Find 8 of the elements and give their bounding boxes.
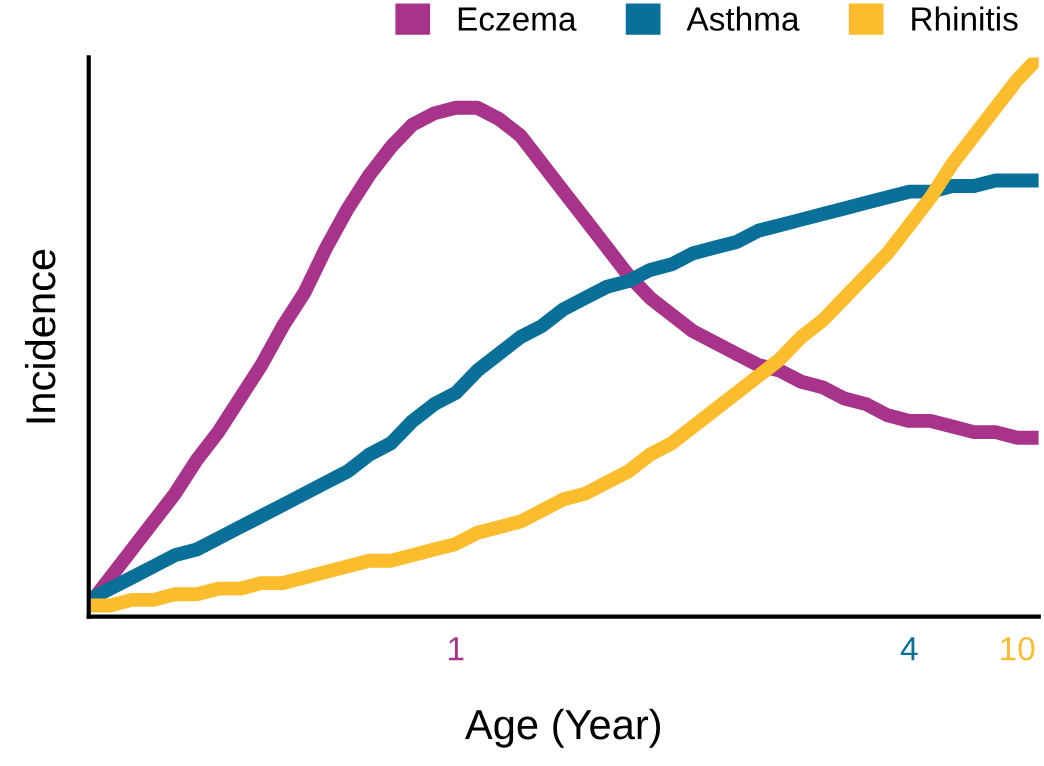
x-tick-label: 10 (1001, 636, 1035, 661)
y-axis-title: Incidence (24, 249, 56, 423)
x-tick-label: 1 (449, 637, 464, 661)
legend-label: Asthma (686, 6, 800, 31)
legend-label: Rhinitis (912, 6, 1018, 31)
x-axis-title: Age (Year) (465, 708, 661, 748)
legend-label: Eczema (458, 7, 577, 31)
x-tick-label: 4 (900, 637, 918, 661)
